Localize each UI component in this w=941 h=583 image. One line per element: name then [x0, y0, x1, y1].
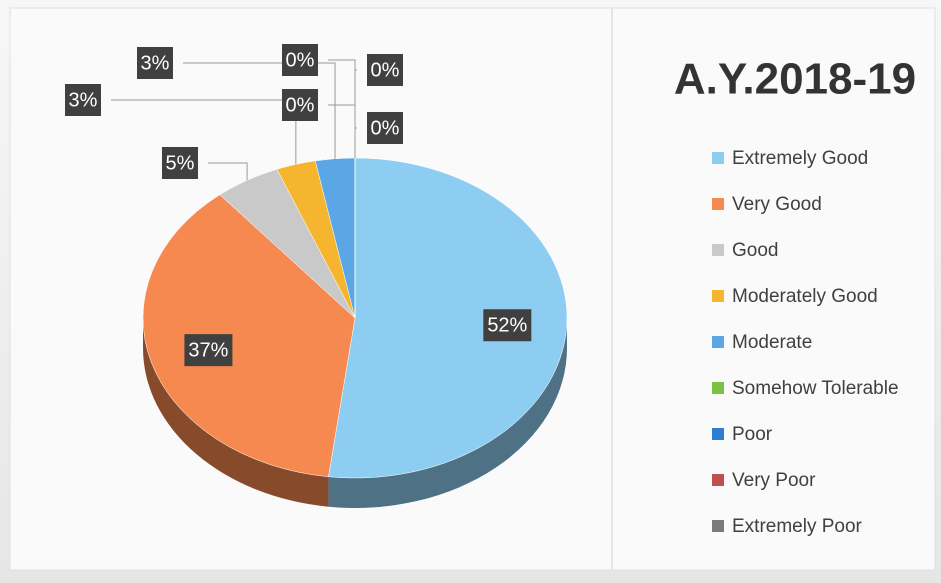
legend-label: Somehow Tolerable [732, 378, 899, 399]
data-label: 5% [166, 152, 195, 174]
legend-swatch [712, 244, 724, 256]
legend-swatch [712, 198, 724, 210]
data-label: 3% [69, 89, 98, 111]
legend-label: Very Good [732, 194, 822, 215]
legend-swatch [712, 520, 724, 532]
legend-swatch [712, 290, 724, 302]
data-label: 3% [141, 52, 170, 74]
pie-slice [142, 194, 356, 478]
data-label-box [65, 84, 101, 116]
data-label-box [367, 54, 403, 86]
data-label-box [282, 89, 318, 121]
legend-label: Very Poor [732, 470, 816, 491]
data-label-box [483, 309, 532, 342]
data-label: 37% [188, 339, 228, 361]
legend-label: Moderately Good [732, 286, 878, 307]
legend-label: Poor [732, 424, 773, 445]
data-label: 0% [286, 49, 315, 71]
leader-line [208, 162, 248, 181]
data-label: 0% [286, 94, 315, 116]
data-label: 0% [371, 59, 400, 81]
data-label: 52% [487, 315, 527, 337]
legend-swatch [712, 428, 724, 440]
leader-line [354, 127, 357, 158]
chart-title: A.Y.2018-19 [674, 55, 916, 104]
legend-swatch [712, 382, 724, 394]
data-label-box [282, 44, 318, 76]
data-label-box [162, 147, 198, 179]
pie-slice [328, 157, 568, 479]
legend-swatch [712, 474, 724, 486]
data-label: 0% [371, 117, 400, 139]
leader-line [183, 62, 336, 159]
data-label-box [184, 334, 233, 367]
legend-label: Good [732, 240, 778, 261]
pie-side [143, 318, 329, 507]
legend-swatch [712, 336, 724, 348]
legend-swatch [712, 152, 724, 164]
legend-label: Extremely Poor [732, 516, 863, 537]
data-label-box [137, 47, 173, 79]
pie-side [328, 318, 567, 508]
data-label-box [367, 112, 403, 144]
legend-label: Extremely Good [732, 148, 868, 169]
legend-label: Moderate [732, 332, 812, 353]
